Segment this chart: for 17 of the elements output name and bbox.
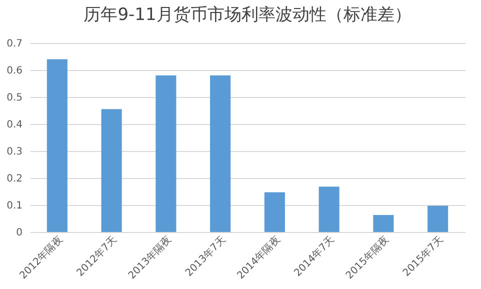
y-tick-label: 0.3: [6, 146, 22, 158]
y-tick-label: 0.4: [6, 120, 22, 130]
y-tick-label: 0.2: [6, 174, 22, 184]
bar: [101, 109, 122, 232]
bar: [318, 186, 340, 232]
bar: [264, 192, 285, 232]
y-tick-label: 0.1: [6, 200, 22, 212]
y-tick-label: 0.6: [6, 66, 22, 76]
bar: [428, 206, 448, 232]
bar: [210, 75, 231, 232]
bar: [373, 214, 394, 232]
y-tick-label: 0.7: [6, 38, 22, 50]
bar: [156, 75, 176, 232]
y-tick-label: 0: [16, 228, 22, 238]
y-tick-label: 0.5: [6, 92, 22, 104]
bar: [46, 59, 68, 232]
chart-title: 历年9-11月货币市场利率波动性（标准差）: [84, 5, 412, 25]
